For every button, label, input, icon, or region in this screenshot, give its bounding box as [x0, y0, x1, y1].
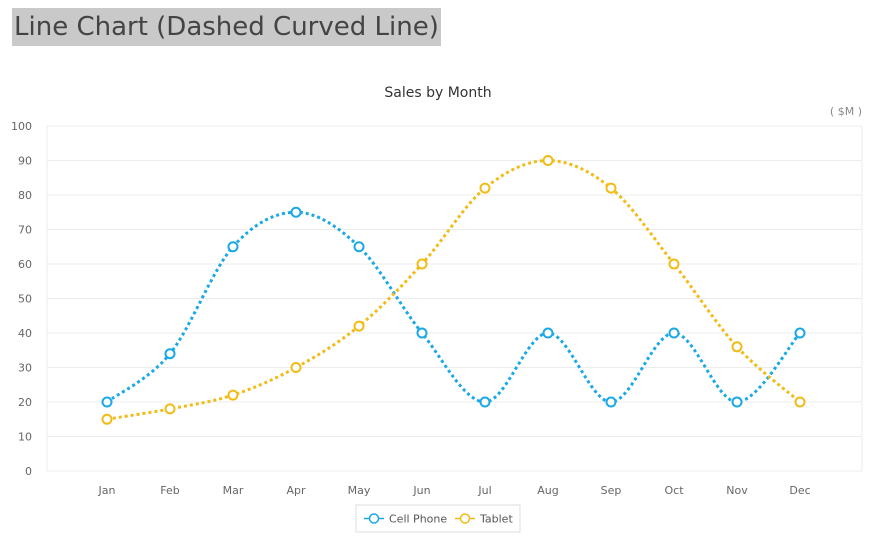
data-point[interactable]	[353, 320, 365, 332]
x-tick-label: Feb	[160, 484, 179, 497]
y-tick-label: 20	[18, 396, 32, 409]
data-point[interactable]	[731, 396, 743, 408]
series-line	[106, 210, 802, 404]
x-tick-label: Dec	[789, 484, 810, 497]
x-tick-label: Sep	[601, 484, 622, 497]
legend-item[interactable]: Cell Phone	[364, 513, 447, 526]
data-point[interactable]	[227, 389, 239, 401]
x-tick-label: Jan	[98, 484, 116, 497]
data-point[interactable]	[668, 258, 680, 270]
series-lines	[101, 155, 806, 425]
y-unit-label: ( $M )	[830, 105, 862, 118]
grid-lines	[46, 125, 863, 472]
legend-marker-icon	[368, 513, 380, 524]
y-tick-label: 10	[18, 431, 32, 444]
data-point[interactable]	[416, 258, 428, 270]
y-tick-label: 100	[11, 120, 32, 133]
page-title: Line Chart (Dashed Curved Line)	[12, 8, 441, 46]
series-0	[101, 206, 806, 408]
data-point[interactable]	[416, 327, 428, 339]
y-tick-label: 0	[25, 465, 32, 478]
data-point[interactable]	[605, 182, 617, 194]
data-point[interactable]	[353, 241, 365, 253]
legend-item[interactable]: Tablet	[455, 513, 513, 526]
chart-title: Sales by Month	[384, 85, 491, 101]
data-point[interactable]	[479, 396, 491, 408]
y-tick-label: 60	[18, 258, 32, 271]
x-tick-label: Mar	[223, 484, 244, 497]
x-tick-label: May	[348, 484, 371, 497]
data-point[interactable]	[794, 327, 806, 339]
y-tick-label: 70	[18, 224, 32, 237]
legend-label: Cell Phone	[389, 513, 447, 526]
legend-label: Tablet	[479, 513, 513, 526]
x-tick-label: Oct	[664, 484, 684, 497]
series-1	[101, 155, 806, 425]
data-point[interactable]	[101, 413, 113, 425]
legend-marker-icon	[459, 513, 471, 524]
data-point[interactable]	[605, 396, 617, 408]
data-point[interactable]	[101, 396, 113, 408]
data-point[interactable]	[731, 341, 743, 353]
x-tick-label: Jul	[477, 484, 491, 497]
y-tick-label: 50	[18, 293, 32, 306]
data-point[interactable]	[164, 403, 176, 415]
data-point[interactable]	[668, 327, 680, 339]
data-point[interactable]	[542, 327, 554, 339]
x-tick-label: Apr	[286, 484, 306, 497]
data-point[interactable]	[290, 362, 302, 373]
data-point[interactable]	[794, 396, 806, 408]
y-tick-label: 30	[18, 362, 32, 375]
y-tick-label: 80	[18, 189, 32, 202]
legend[interactable]: Cell Phone Tablet	[355, 504, 521, 533]
y-tick-label: 40	[18, 327, 32, 340]
data-point[interactable]	[542, 155, 554, 166]
data-point[interactable]	[479, 182, 491, 194]
data-point[interactable]	[227, 241, 239, 253]
axes: 0 10 20 30 40 50 60 70 80 90 100 Jan Feb Mar Apr May Jun…	[11, 120, 811, 497]
data-point[interactable]	[290, 206, 302, 218]
x-tick-label: Aug	[537, 484, 558, 497]
y-tick-label: 90	[18, 155, 32, 168]
data-point[interactable]	[164, 348, 176, 360]
x-tick-label: Jun	[412, 484, 430, 497]
x-tick-label: Nov	[726, 484, 748, 497]
series-line	[106, 158, 801, 421]
